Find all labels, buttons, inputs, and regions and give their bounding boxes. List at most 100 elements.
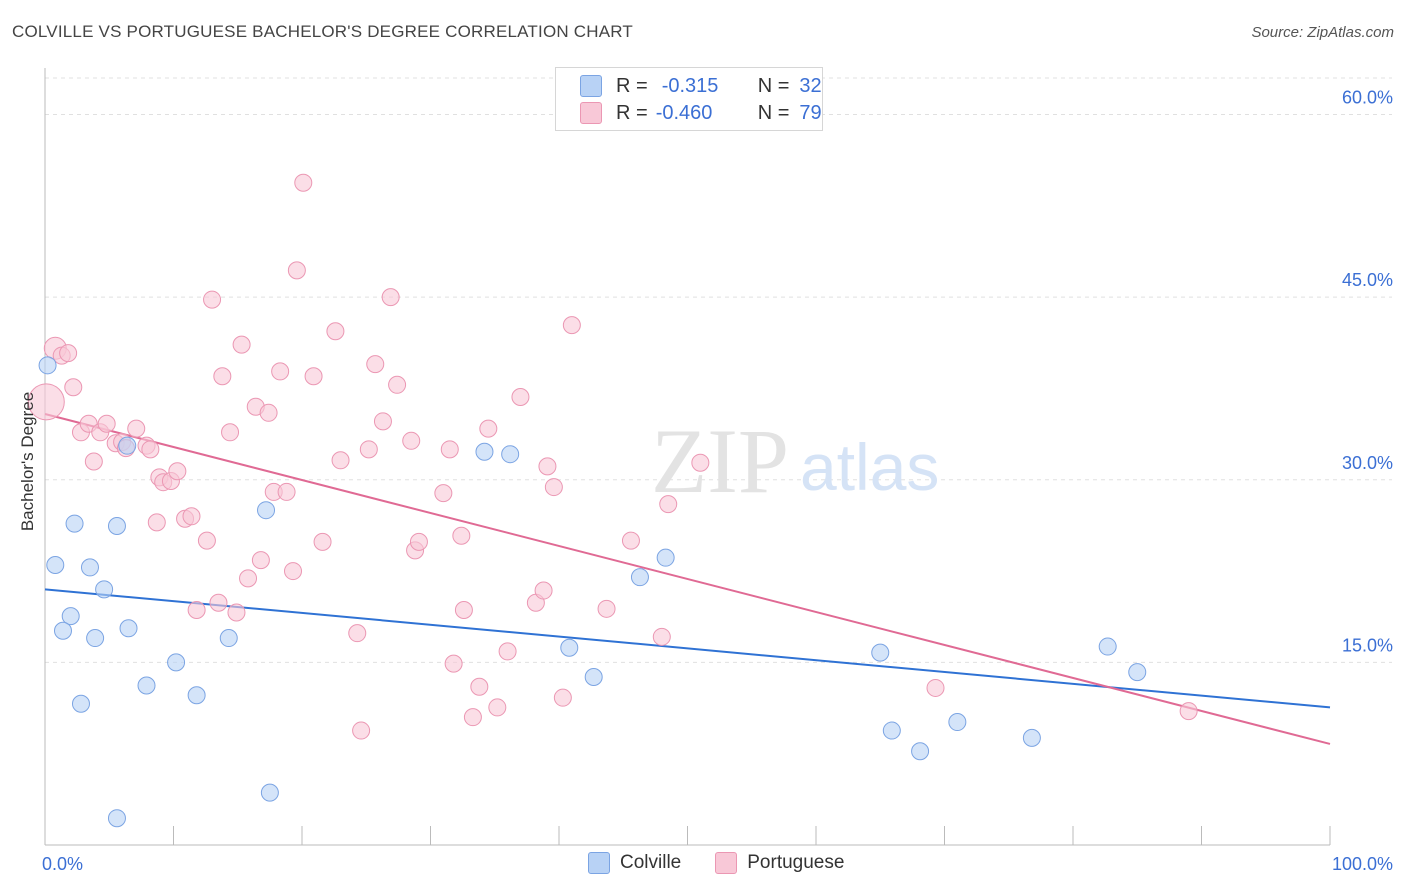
portuguese-point: [227, 603, 246, 622]
portuguese-point: [182, 507, 201, 526]
colville-point: [257, 501, 276, 520]
colville-point: [187, 686, 206, 705]
portuguese-point: [326, 322, 345, 341]
colville-point: [1022, 728, 1041, 747]
watermark-zip: ZIP: [651, 410, 789, 512]
portuguese-point: [213, 367, 232, 386]
legend-r-label: R =: [616, 101, 648, 124]
portuguese-point: [221, 423, 240, 442]
portuguese-point: [1179, 702, 1198, 721]
portuguese-point: [479, 419, 498, 438]
portuguese-point: [511, 387, 530, 406]
portuguese-point: [27, 383, 65, 421]
portuguese-point: [691, 453, 710, 472]
colville-point: [882, 721, 901, 740]
portuguese-point: [331, 451, 350, 470]
portuguese-point: [553, 688, 572, 707]
colville-point: [219, 629, 238, 648]
portuguese-point: [284, 562, 303, 581]
x-tick-label: 100.0%: [1332, 854, 1393, 874]
colville-point: [95, 580, 114, 599]
colville-r-value: -0.315: [661, 74, 719, 97]
portuguese-point: [452, 526, 471, 545]
portuguese-point: [239, 569, 258, 588]
portuguese-point: [544, 478, 563, 497]
colville-point: [871, 643, 890, 662]
portuguese-point: [381, 288, 400, 307]
colville-point: [1128, 663, 1147, 682]
legend-row-portuguese: R = -0.460 N = 79: [580, 101, 822, 125]
portuguese-point: [597, 599, 616, 618]
portuguese-point: [434, 484, 453, 503]
portuguese-point: [402, 431, 421, 450]
colville-legend-swatch: [588, 852, 610, 874]
colville-point: [137, 676, 156, 695]
legend-n-label: N =: [757, 74, 790, 97]
portuguese-point: [388, 375, 407, 394]
colville-point: [911, 742, 930, 761]
portuguese-trend-line: [44, 413, 1331, 745]
portuguese-point: [534, 581, 553, 600]
colville-point: [80, 558, 99, 577]
colville-point: [71, 694, 90, 713]
portuguese-point: [304, 367, 323, 386]
chart-title: COLVILLE VS PORTUGUESE BACHELOR'S DEGREE…: [12, 22, 634, 41]
colville-point: [260, 783, 279, 802]
colville-point: [656, 548, 675, 567]
series-legend: Colville Portuguese: [588, 852, 878, 874]
portuguese-point: [187, 601, 206, 620]
portuguese-point: [64, 378, 83, 397]
portuguese-point: [463, 708, 482, 727]
portuguese-point: [352, 721, 371, 740]
portuguese-legend-label: Portuguese: [747, 852, 845, 873]
colville-point: [38, 356, 57, 375]
portuguese-point: [251, 551, 270, 570]
portuguese-point: [359, 440, 378, 459]
portuguese-point: [232, 335, 251, 354]
portuguese-point: [147, 513, 166, 532]
colville-point: [630, 568, 649, 587]
series-legend-colville: Colville: [588, 852, 681, 874]
y-axis-title: Bachelor's Degree: [18, 392, 37, 531]
colville-point: [46, 555, 65, 574]
portuguese-point: [926, 678, 945, 697]
portuguese-point: [444, 654, 463, 673]
portuguese-point: [294, 173, 313, 192]
portuguese-point: [488, 698, 507, 717]
colville-point: [1098, 637, 1117, 656]
portuguese-point: [209, 593, 228, 612]
legend-row-colville: R = -0.315 N = 32: [580, 74, 822, 98]
portuguese-point: [373, 412, 392, 431]
correlation-legend: R = -0.315 N = 32 R = -0.460 N = 79: [555, 67, 823, 131]
portuguese-point: [538, 457, 557, 476]
colville-point: [119, 619, 138, 638]
colville-point: [65, 514, 84, 533]
portuguese-point: [203, 290, 222, 309]
portuguese-n-value: 79: [799, 101, 822, 124]
colville-n-value: 32: [799, 74, 822, 97]
colville-point: [475, 442, 494, 461]
portuguese-point: [59, 344, 78, 363]
colville-point: [61, 607, 80, 626]
portuguese-point: [440, 440, 459, 459]
colville-point: [107, 517, 126, 536]
portuguese-point: [313, 532, 332, 551]
colville-point: [501, 445, 520, 464]
colville-point: [118, 436, 137, 455]
portuguese-point: [287, 261, 306, 280]
portuguese-point: [454, 601, 473, 620]
portuguese-point: [97, 414, 116, 433]
portuguese-point: [168, 462, 187, 481]
colville-point: [107, 809, 126, 828]
colville-point: [584, 667, 603, 686]
portuguese-point: [197, 531, 216, 550]
portuguese-swatch: [580, 102, 602, 124]
portuguese-point: [259, 403, 278, 422]
portuguese-point: [84, 452, 103, 471]
portuguese-point: [621, 531, 640, 550]
portuguese-legend-swatch: [715, 852, 738, 874]
colville-point: [948, 713, 967, 732]
portuguese-point: [470, 677, 489, 696]
portuguese-point: [348, 624, 367, 643]
y-tick-label: 15.0%: [1342, 635, 1393, 655]
